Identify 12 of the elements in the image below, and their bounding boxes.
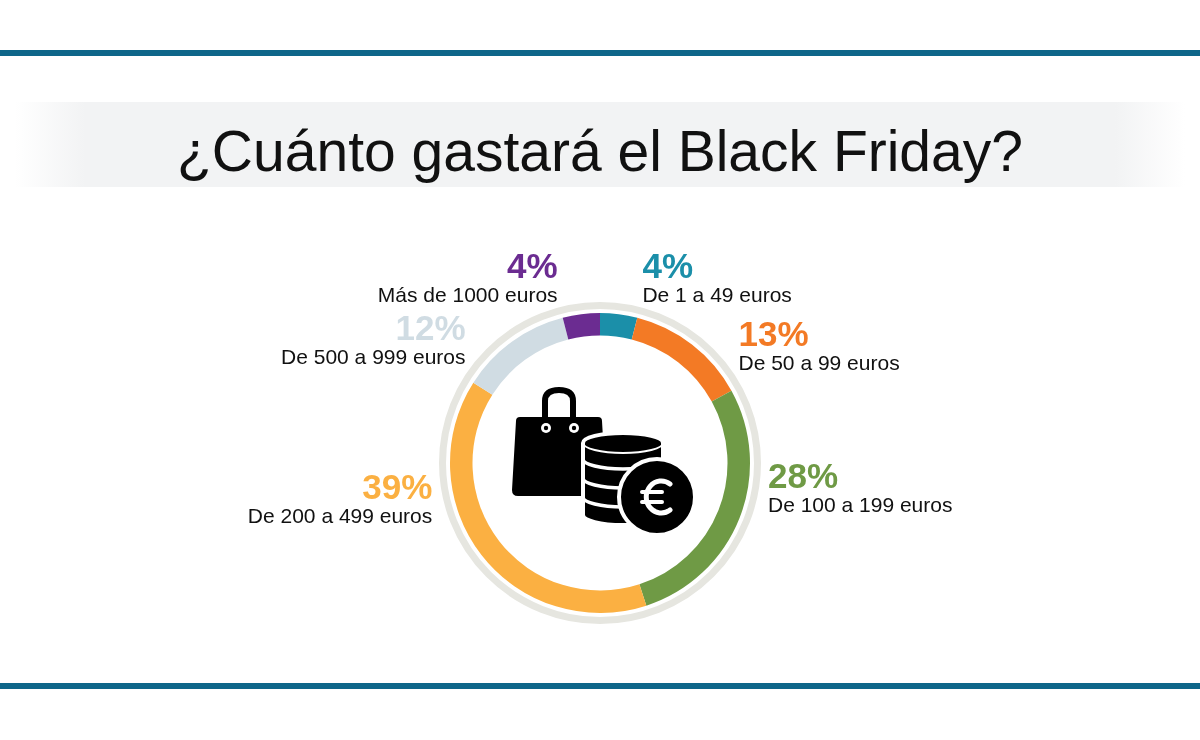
data-label: 13% — [738, 313, 809, 353]
chart-title: ¿Cuánto gastará el Black Friday? — [177, 119, 1023, 183]
data-label: 4% — [642, 246, 694, 286]
slice-label: Más de 1000 euros — [377, 283, 558, 307]
slice-label: De 50 a 99 euros — [738, 350, 900, 374]
data-label: 4% — [506, 246, 558, 286]
slice-label: De 200 a 499 euros — [247, 504, 433, 527]
slice-label: De 500 a 999 euros — [281, 345, 466, 369]
data-label: 39% — [362, 467, 433, 506]
data-label: 28% — [768, 456, 839, 496]
slice-label: De 1 a 49 euros — [642, 283, 792, 307]
slice-label: De 100 a 199 euros — [768, 493, 953, 517]
